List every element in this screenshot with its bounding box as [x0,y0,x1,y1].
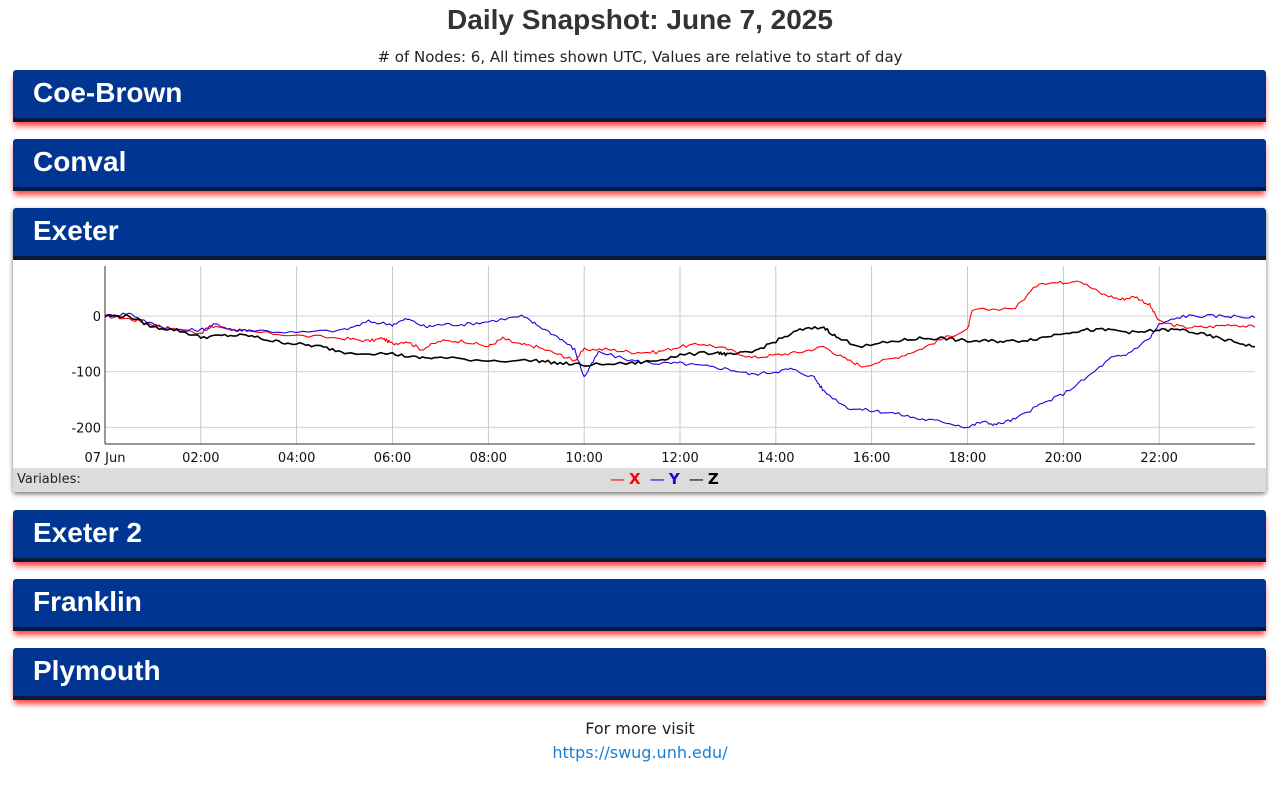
series-line-y [104,312,1256,429]
node-panel-exeter-2: Exeter 2 [13,510,1266,562]
x-tick-label: 08:00 [470,451,507,466]
node-title: Franklin [33,586,142,617]
x-tick-label: 02:00 [182,451,219,466]
y-tick-label: -100 [71,366,101,381]
x-tick-label: 14:00 [757,451,794,466]
legend-label-z: Z [707,470,719,488]
node-title: Conval [33,146,127,177]
x-tick-label: 16:00 [853,451,890,466]
node-panel-franklin: Franklin [13,579,1266,631]
x-tick-label: 07 Jun [85,451,126,466]
x-tick-label: 10:00 [565,451,602,466]
x-tick-label: 06:00 [374,451,411,466]
node-panel-conval: Conval [13,139,1266,191]
y-tick-label: -200 [71,421,101,436]
variables-bar: Variables: — X — Y — Z [13,468,1266,492]
node-title: Exeter [33,215,119,246]
node-header-franklin[interactable]: Franklin [13,579,1266,631]
series-line-z [104,313,1256,367]
page-title: Daily Snapshot: June 7, 2025 [447,4,833,35]
node-panel-plymouth: Plymouth [13,648,1266,700]
variables-label: Variables: [17,472,81,487]
node-header-coe-brown[interactable]: Coe-Brown [13,70,1266,122]
x-tick-label: 12:00 [661,451,698,466]
exeter-chart[interactable]: 07 Jun 02:00 04:00 06:00 08:00 10:00 12:00 14:0… [13,260,1266,468]
series-line-x [104,280,1256,368]
node-header-conval[interactable]: Conval [13,139,1266,191]
node-panel-coe-brown: Coe-Brown [13,70,1266,122]
legend-swatch-z: — [688,470,704,488]
node-panel-exeter: Exeter 07 Jun 02:00 04:00 06:00 08:00 10:00 12… [13,208,1266,492]
x-tick-label: 20:00 [1045,451,1082,466]
footer-text: For more visit [585,719,695,738]
legend-swatch-y: — [649,470,665,488]
node-header-exeter[interactable]: Exeter [13,208,1266,260]
x-tick-label: 04:00 [278,451,315,466]
legend-item-y[interactable]: — Y [650,470,680,488]
legend-label-y: Y [668,470,680,488]
x-tick-label: 18:00 [949,451,986,466]
legend-item-z[interactable]: — Z [689,470,719,488]
node-title: Plymouth [33,655,161,686]
legend-swatch-x: — [610,470,625,488]
legend-label-x: X [629,470,641,488]
node-title: Coe-Brown [33,77,183,108]
legend-item-x[interactable]: — X [610,470,641,488]
node-header-exeter-2[interactable]: Exeter 2 [13,510,1266,562]
footer-link[interactable]: https://swug.unh.edu/ [552,743,728,762]
y-tick-label: 0 [93,310,101,325]
page-subtitle: # of Nodes: 6, All times shown UTC, Valu… [377,48,903,66]
legend: — X — Y — Z [610,470,723,490]
node-header-plymouth[interactable]: Plymouth [13,648,1266,700]
x-tick-label: 22:00 [1140,451,1177,466]
node-title: Exeter 2 [33,517,142,548]
chart-svg: 07 Jun 02:00 04:00 06:00 08:00 10:00 12:00 14:0… [71,266,1256,466]
